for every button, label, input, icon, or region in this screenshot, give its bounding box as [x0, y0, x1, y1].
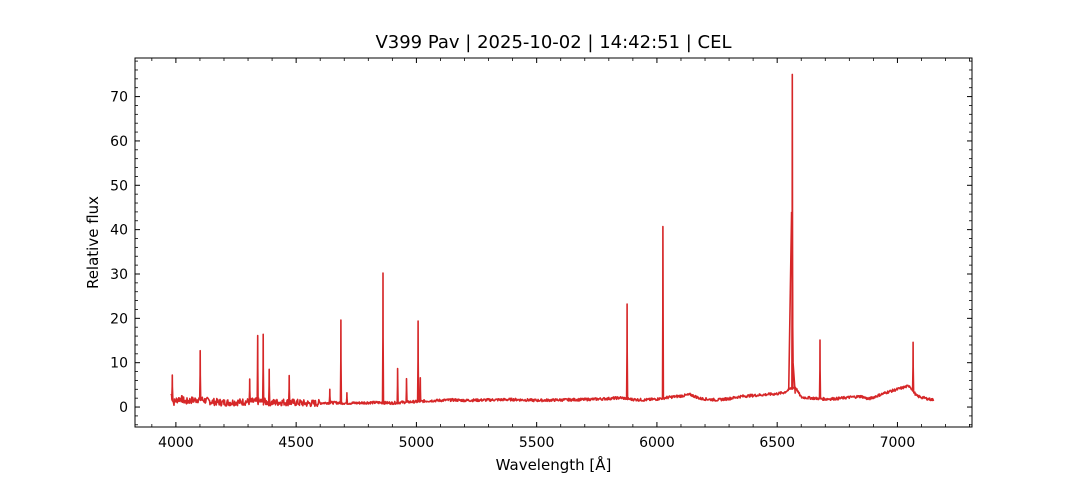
spectrum-line: [170, 73, 935, 408]
plot-series: [170, 73, 935, 408]
y-tick-label: 20: [110, 311, 128, 327]
chart-title: V399 Pav | 2025-10-02 | 14:42:51 | CEL: [375, 32, 731, 53]
y-tick-label: 10: [110, 356, 128, 372]
y-axis-label: Relative flux: [84, 196, 102, 289]
plot-frame: [134, 57, 973, 428]
x-tick-label: 6500: [759, 435, 795, 451]
y-tick-label: 60: [110, 134, 128, 150]
axis-ticks: 4000 4500 5000 5500 6000 6500 7000 0 10 20 30 40 50 6…: [110, 58, 972, 451]
x-tick-label: 4000: [158, 435, 194, 451]
x-tick-label: 6000: [639, 435, 675, 451]
x-tick-label: 7000: [880, 435, 916, 451]
x-tick-label: 5500: [519, 435, 555, 451]
x-tick-label: 5000: [399, 435, 435, 451]
y-tick-label: 50: [110, 178, 128, 194]
halpha-line-wing: [787, 211, 797, 394]
y-tick-label: 0: [119, 400, 128, 416]
x-axis-label: Wavelength [Å]: [496, 455, 612, 474]
y-tick-label: 70: [110, 90, 128, 106]
y-tick-label: 40: [110, 223, 128, 239]
x-tick-label: 4500: [278, 435, 314, 451]
y-tick-label: 30: [110, 267, 128, 283]
